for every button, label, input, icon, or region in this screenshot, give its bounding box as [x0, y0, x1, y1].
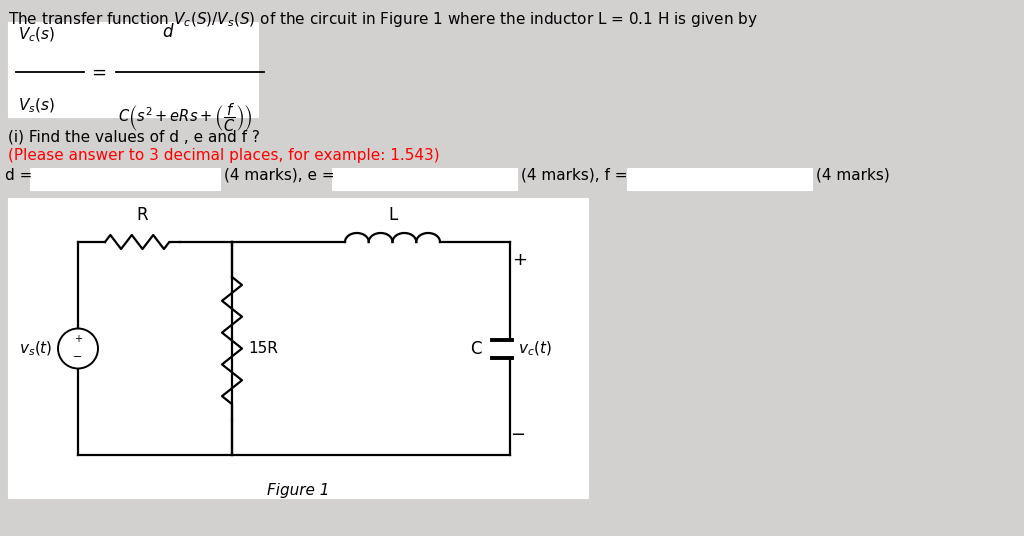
Bar: [332, 168, 517, 190]
Text: 15R: 15R: [248, 341, 278, 356]
Text: (4 marks): (4 marks): [816, 168, 890, 183]
Text: Figure 1: Figure 1: [266, 483, 330, 498]
Text: The transfer function $V_c(S)/V_s(S)$ of the circuit in Figure 1 where the induc: The transfer function $V_c(S)/V_s(S)$ of…: [8, 10, 758, 29]
Text: (4 marks), f =: (4 marks), f =: [521, 168, 628, 183]
Bar: [627, 168, 812, 190]
Bar: [8, 22, 258, 117]
Bar: [8, 198, 588, 498]
Text: −: −: [510, 426, 525, 444]
Text: −: −: [74, 352, 83, 362]
Text: (4 marks), e =: (4 marks), e =: [224, 168, 335, 183]
Text: R: R: [136, 206, 148, 224]
Text: L: L: [388, 206, 397, 224]
Circle shape: [58, 329, 98, 369]
Text: d =: d =: [5, 168, 33, 183]
Text: $C\left(s^2+eRs+\left(\dfrac{f}{C}\right)\right)$: $C\left(s^2+eRs+\left(\dfrac{f}{C}\right…: [118, 101, 253, 133]
Text: $v_s(t)$: $v_s(t)$: [19, 339, 53, 358]
Text: +: +: [512, 251, 527, 269]
Text: $d$: $d$: [162, 23, 174, 41]
Text: (Please answer to 3 decimal places, for example: 1.543): (Please answer to 3 decimal places, for …: [8, 148, 439, 163]
Bar: [30, 168, 220, 190]
Text: $V_c(s)$: $V_c(s)$: [18, 26, 55, 44]
Text: (i) Find the values of d , e and f ?: (i) Find the values of d , e and f ?: [8, 130, 260, 145]
Text: $v_c(t)$: $v_c(t)$: [518, 339, 552, 358]
Text: C: C: [470, 339, 482, 358]
Text: $V_s(s)$: $V_s(s)$: [18, 97, 55, 115]
Text: +: +: [74, 334, 82, 345]
Text: $=$: $=$: [88, 63, 106, 80]
